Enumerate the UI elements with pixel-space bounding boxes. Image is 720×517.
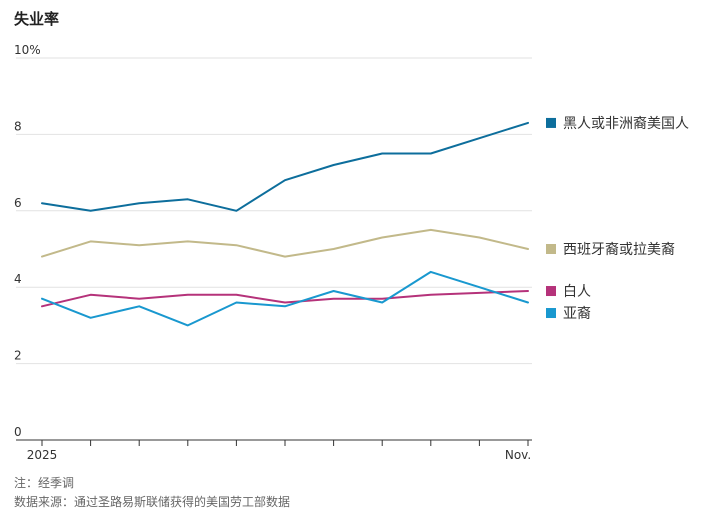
legend-swatch: [546, 117, 556, 128]
y-tick-label: 10%: [14, 43, 41, 57]
y-tick-label: 6: [14, 196, 22, 210]
series-line: [41, 290, 529, 308]
chart-title: 失业率: [14, 10, 60, 28]
grid-layer: [16, 57, 532, 365]
seasonal-note: 注：经季调: [14, 476, 75, 490]
y-tick-label: 8: [14, 119, 22, 133]
y-tick-label: 4: [14, 272, 22, 286]
legend-swatch: [546, 286, 556, 297]
x-tick-label: 2025: [27, 448, 58, 462]
series-layer: [41, 121, 529, 327]
y-tick-label: 2: [14, 349, 22, 363]
series-line: [41, 270, 529, 327]
axis-layer: 0 2 4 6 8 10% 2025 Nov.: [14, 43, 532, 462]
chart-notes: 注：经季调 数据来源：通过圣路易斯联储获得的美国劳工部数据: [14, 474, 290, 512]
legend-label: 亚裔: [563, 305, 591, 322]
y-tick-label: 0: [14, 425, 22, 439]
series-line: [41, 228, 529, 258]
legend-label: 白人: [563, 284, 591, 300]
legend-label: 黑人或非洲裔美国人: [563, 115, 689, 132]
legend-label: 西班牙裔或拉美裔: [563, 241, 675, 258]
legend-swatch: [546, 244, 556, 254]
series-line: [41, 121, 529, 212]
x-tick-label: Nov.: [505, 448, 531, 462]
source-note: 数据来源：通过圣路易斯联储获得的美国劳工部数据: [14, 495, 291, 509]
legend-swatch: [546, 308, 556, 319]
